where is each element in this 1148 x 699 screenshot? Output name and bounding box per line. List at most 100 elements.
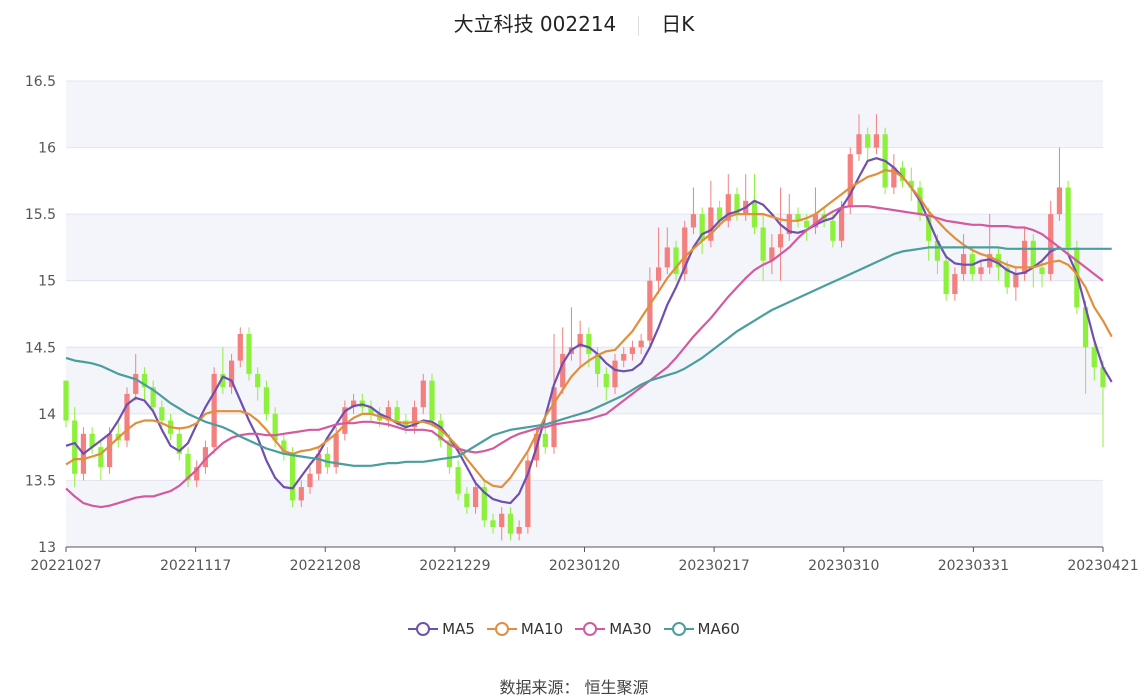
candle: [63, 380, 69, 428]
candle: [734, 187, 740, 221]
y-tick-label: 13.5: [25, 473, 56, 489]
candle: [481, 480, 487, 528]
candle: [1004, 260, 1010, 295]
legend-marker-icon: [575, 622, 606, 636]
grid-band: [66, 480, 1103, 547]
candle: [525, 453, 531, 534]
candle: [786, 194, 792, 241]
candle: [856, 114, 862, 161]
line-ma5: [65, 157, 1113, 505]
candle: [987, 214, 993, 275]
candle: [89, 427, 95, 454]
candle: [420, 373, 426, 414]
candle: [873, 114, 880, 155]
candle: [1100, 360, 1106, 448]
candle: [150, 380, 156, 414]
candle: [185, 447, 191, 488]
candle: [368, 400, 374, 421]
candle: [908, 167, 914, 201]
period-label: 日K: [661, 12, 695, 36]
candle: [255, 367, 261, 401]
x-tick-label: 20230310: [808, 558, 879, 574]
y-tick-label: 16: [38, 141, 56, 157]
candle: [847, 147, 853, 215]
legend-item-ma10[interactable]: MA10: [486, 620, 564, 638]
candle: [455, 460, 461, 501]
candle: [263, 380, 270, 421]
candle: [429, 373, 435, 428]
candle: [385, 400, 392, 428]
candle: [202, 440, 209, 474]
chart-title: 大立科技 002214 日K: [0, 8, 1148, 37]
title-separator: [638, 15, 640, 36]
candle: [943, 254, 949, 301]
candle: [699, 207, 705, 255]
candle: [194, 460, 200, 488]
y-tick-label: 15: [38, 274, 56, 290]
candle: [830, 214, 836, 248]
candle: [98, 440, 104, 481]
candle: [899, 160, 906, 188]
y-tick-label: 15.5: [25, 207, 56, 223]
candle: [1056, 147, 1063, 221]
grid-band: [66, 81, 1103, 148]
x-tick-label: 20230331: [938, 558, 1009, 574]
legend-item-ma5[interactable]: MA5: [408, 620, 475, 638]
legend-item-ma30[interactable]: MA30: [575, 620, 652, 638]
candle: [1082, 300, 1089, 394]
candle: [516, 520, 522, 541]
legend: MA5 MA10 MA30 MA60: [0, 620, 1148, 641]
candle: [72, 407, 78, 488]
stock-title: 大立科技 002214: [453, 12, 617, 36]
candle: [228, 353, 235, 394]
candle: [725, 174, 731, 228]
candle: [307, 467, 313, 494]
candle: [682, 220, 688, 281]
x-tick-label: 20221027: [30, 558, 101, 574]
candle: [612, 353, 618, 394]
candle: [446, 433, 453, 474]
legend-label: MA60: [697, 620, 740, 638]
candle: [342, 400, 348, 441]
candle: [1091, 340, 1097, 381]
x-tick-label: 20221229: [419, 558, 490, 574]
candle: [490, 513, 496, 534]
candle: [472, 480, 479, 514]
legend-marker-icon: [486, 622, 517, 636]
candle: [655, 227, 662, 295]
candle: [716, 200, 723, 228]
candle: [812, 187, 819, 235]
candle: [124, 387, 130, 448]
candle: [638, 333, 644, 354]
x-tick-label: 20230120: [549, 558, 620, 574]
legend-label: MA30: [609, 620, 652, 638]
y-tick-label: 16.5: [25, 74, 56, 90]
candle: [795, 207, 801, 228]
candle: [220, 347, 226, 394]
candle: [978, 260, 984, 281]
candle: [621, 347, 627, 368]
candle: [551, 333, 557, 454]
candlestick-chart: 13 13.5 14 14.5 15 15.5 16 16.5 20221027 2022111…: [25, 74, 1139, 574]
candle: [289, 447, 296, 508]
y-tick-label: 14: [38, 407, 56, 423]
candle: [1065, 180, 1071, 255]
candle: [246, 327, 252, 381]
candle: [298, 480, 304, 508]
candle: [237, 327, 243, 368]
legend-item-ma60[interactable]: MA60: [663, 620, 740, 638]
candle: [760, 214, 766, 281]
candle: [891, 154, 897, 195]
candle: [560, 327, 566, 394]
legend-label: MA10: [520, 620, 564, 638]
candle: [281, 433, 287, 461]
candle: [769, 234, 775, 275]
candle: [751, 174, 758, 235]
line-ma60: [65, 246, 1112, 467]
legend-marker-icon: [663, 622, 694, 636]
candle: [499, 507, 505, 541]
y-tick-label: 14.5: [25, 340, 56, 356]
candle: [777, 187, 784, 281]
candle: [629, 340, 636, 361]
candle: [133, 353, 139, 401]
